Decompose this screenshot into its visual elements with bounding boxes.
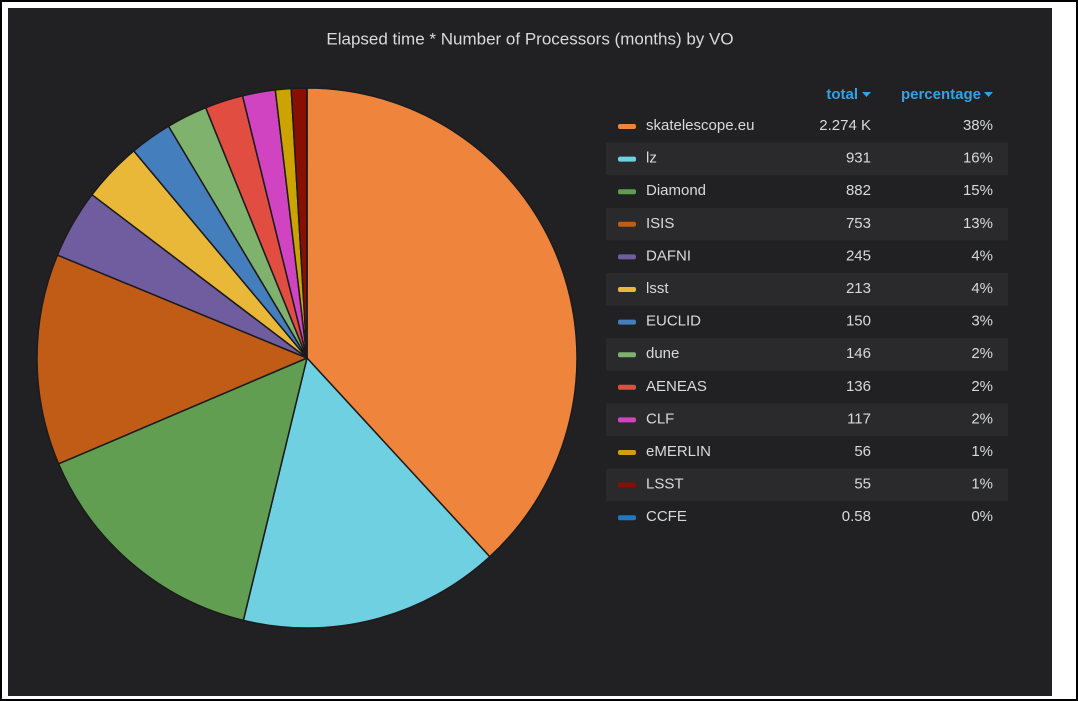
legend-percentage: 3% [971,313,993,330]
legend-row-bg [606,468,1008,502]
sort-arrow[interactable] [984,92,993,97]
legend-percentage: 2% [971,410,993,427]
legend-swatch [618,189,636,195]
legend-percentage: 13% [963,215,993,232]
legend-swatch [618,124,636,129]
legend-swatch [618,450,636,455]
legend-label: ISIS [646,215,674,232]
legend-swatch [618,156,636,162]
legend-swatch [618,254,636,260]
column-header[interactable]: percentage [901,86,981,103]
legend-total: 245 [846,247,871,264]
pie [36,87,578,629]
legend-row-bg [606,207,1008,241]
legend-label: EUCLID [646,313,701,330]
legend-label: LSST [646,476,684,493]
legend-swatch [618,287,636,292]
legend-swatch [618,352,636,358]
legend-swatch [618,482,636,488]
legend-percentage: 16% [963,150,993,167]
legend-label: skatelescope.eu [646,117,754,134]
pie-slice [57,357,308,622]
legend: total percentage skatelescope.eu 2.274 K 3… [606,86,1008,525]
legend-percentage: 2% [971,378,993,395]
legend-total: 753 [846,215,871,232]
legend-total: 136 [846,378,871,395]
chart-title: Elapsed time * Number of Processors (mon… [326,29,733,48]
legend-swatch [618,319,636,325]
legend-label: dune [646,345,679,362]
sort-arrow[interactable] [862,92,871,97]
legend-swatch [618,221,636,227]
legend-percentage: 4% [971,280,993,297]
legend-label: CLF [646,410,674,427]
legend-label: CCFE [646,508,687,525]
legend-percentage: 2% [971,345,993,362]
legend-label: AENEAS [646,378,707,395]
legend-percentage: 1% [971,443,993,460]
legend-label: lsst [646,280,669,297]
margin [1052,8,1070,696]
legend-total: 2.274 K [819,117,871,134]
legend-percentage: 0% [971,508,993,525]
pie-slice [242,357,491,629]
legend-row-bg [606,338,1008,371]
legend-total: 931 [846,150,871,167]
legend-total: 117 [847,410,871,427]
legend-total: 0.58 [842,508,871,525]
legend-label: DAFNI [646,247,691,264]
legend-total: 213 [846,280,871,297]
legend-row-bg [606,142,1008,176]
pie-slice [36,254,308,465]
legend-total: 55 [854,476,871,493]
legend-percentage: 4% [971,247,993,264]
legend-total: 150 [846,313,871,330]
legend-swatch [618,417,636,423]
legend-percentage: 15% [963,182,993,199]
legend-row-bg [606,273,1008,306]
legend-total: 146 [846,345,871,362]
legend-label: lz [646,150,657,167]
legend-swatch [618,515,636,521]
legend-percentage: 1% [971,476,993,493]
legend-percentage: 38% [963,117,993,134]
legend-row-bg [606,403,1008,436]
pie-slice [306,87,578,558]
legend-swatch [618,384,636,390]
column-header[interactable]: total [826,86,858,103]
legend-total: 882 [846,182,871,199]
legend-total: 56 [854,443,871,460]
legend-label: Diamond [646,182,706,199]
legend-label: eMERLIN [646,443,711,460]
